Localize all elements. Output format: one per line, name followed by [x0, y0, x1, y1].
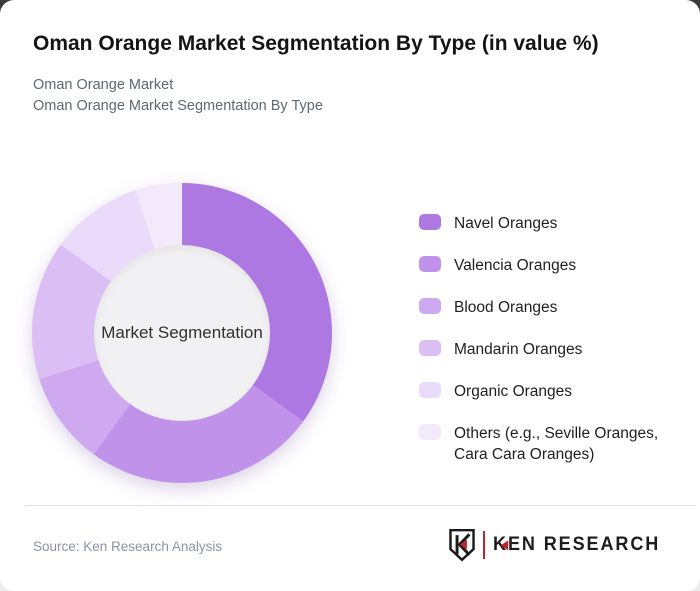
logo-wordmark: KEN RESEARCH: [493, 534, 660, 556]
subtitle-line-1: Oman Orange Market: [33, 76, 174, 93]
legend-item: Navel Oranges: [419, 213, 681, 234]
donut-center-label: Market Segmentation: [101, 323, 263, 342]
legend-item: Others (e.g., Seville Oranges, Cara Cara…: [419, 423, 681, 465]
legend-label: Others (e.g., Seville Oranges, Cara Cara…: [454, 425, 659, 464]
donut-chart: Market Segmentation: [32, 183, 332, 483]
legend-swatch-icon: [419, 214, 441, 230]
logo-separator: [482, 531, 485, 559]
legend-swatch-icon: [419, 256, 441, 273]
chart-legend: Navel Oranges Valencia Oranges Blood Orang…: [419, 213, 681, 487]
legend-label: Mandarin Oranges: [454, 341, 583, 359]
legend-swatch-icon: [419, 298, 441, 315]
header: Oman Orange Market Segmentation By Type …: [33, 30, 670, 118]
ken-research-shield-icon: [449, 528, 475, 562]
footer-divider: [25, 505, 696, 506]
legend-swatch-icon: [419, 340, 441, 357]
page-title: Oman Orange Market Segmentation By Type …: [33, 32, 599, 55]
legend-swatch-icon: [419, 382, 441, 399]
logo-k-letter: K: [492, 534, 508, 555]
logo-rest-letters: EN RESEARCH: [507, 534, 661, 555]
legend-item: Valencia Oranges: [419, 255, 681, 276]
legend-label: Blood Oranges: [454, 299, 558, 317]
legend-item: Blood Oranges: [419, 297, 681, 318]
legend-item: Mandarin Oranges: [419, 339, 681, 360]
legend-label: Valencia Oranges: [454, 257, 577, 275]
legend-label: Navel Oranges: [454, 215, 558, 232]
ken-research-logo: KEN RESEARCH: [448, 527, 669, 563]
legend-label: Organic Oranges: [454, 383, 573, 401]
legend-swatch-icon: [419, 424, 441, 441]
legend-item: Organic Oranges: [419, 381, 681, 402]
source-note: Source: Ken Research Analysis: [33, 539, 223, 554]
subtitle-line-2: Oman Orange Market Segmentation By Type: [33, 98, 323, 115]
chart-subtitle: Oman Orange Market Oman Orange Market Se…: [33, 75, 670, 118]
donut-center: Market Segmentation: [94, 245, 270, 421]
